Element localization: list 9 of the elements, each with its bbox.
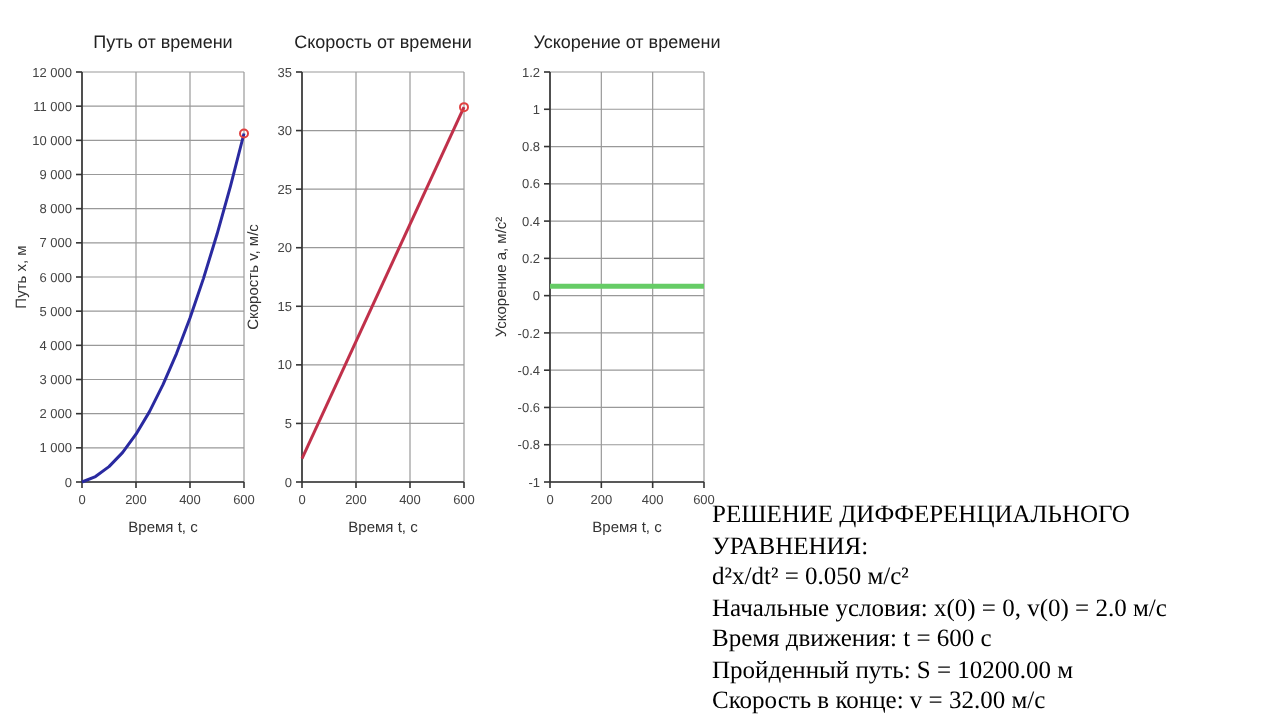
chart-title: Скорость от времени: [294, 32, 472, 52]
chart-title: Путь от времени: [93, 32, 233, 52]
text: Пройденный путь: S = 10200.00 м: [712, 655, 1076, 686]
text: d²x/dt² = 0.050 м/с²: [712, 562, 911, 593]
text: Начальные условия: x(0) = 0, v(0) = 2.0 м/с: [712, 593, 1169, 624]
text: РЕШЕНИЕ ДИФФЕРЕНЦИАЛЬНОГО УРАВНЕНИЯ:: [712, 500, 1132, 562]
text: Скорость в конце: v = 32.00 м/с: [712, 686, 1048, 717]
chart-title: Ускорение от времени: [533, 32, 721, 52]
text: Время движения: t = 600 с: [712, 624, 994, 655]
